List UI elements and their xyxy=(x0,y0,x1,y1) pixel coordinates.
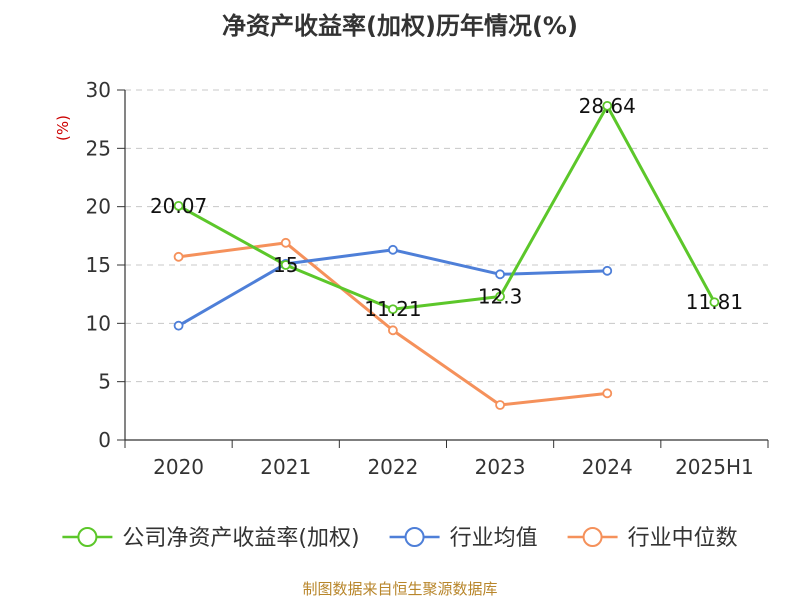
legend-label: 行业均值 xyxy=(450,526,538,551)
data-point xyxy=(173,251,184,262)
data-label: 20.07 xyxy=(150,194,207,218)
data-point xyxy=(280,260,291,270)
x-tick-label: 2024 xyxy=(582,455,633,479)
y-tick-label: 30 xyxy=(86,78,111,102)
data-source-note: 制图数据来自恒生聚源数据库 xyxy=(302,580,498,598)
series-lines xyxy=(173,100,720,410)
legend-label: 行业中位数 xyxy=(628,526,738,551)
data-point xyxy=(495,400,505,410)
data-point xyxy=(173,320,184,331)
data-point xyxy=(602,265,613,276)
data-label: 11.21 xyxy=(364,297,421,321)
legend-marker-icon xyxy=(582,527,603,547)
axes: 0 5 10 15 20 25 30 (%) 2020 2021 2022 2023 2024 2025H… xyxy=(54,78,769,479)
data-point xyxy=(495,291,505,302)
y-tick-label: 15 xyxy=(86,253,111,277)
x-tick-label: 2023 xyxy=(475,455,526,479)
data-point xyxy=(495,269,505,280)
legend-marker-icon xyxy=(77,527,98,547)
data-label: 12.3 xyxy=(478,285,523,309)
y-tick-label: 10 xyxy=(86,311,111,335)
series-line xyxy=(177,104,716,311)
data-point xyxy=(280,237,291,248)
y-tick-label: 20 xyxy=(86,195,111,219)
x-tick-label: 2020 xyxy=(153,455,204,479)
data-point xyxy=(173,200,184,211)
series-line xyxy=(178,241,608,407)
data-point xyxy=(602,100,613,111)
y-tick-label: 5 xyxy=(98,370,111,394)
grid-lines xyxy=(125,89,768,383)
legend: 公司净资产收益率(加权) 行业均值 行业中位数 xyxy=(62,526,738,551)
x-tick-label: 2022 xyxy=(367,455,418,479)
chart-title: 净资产收益率(加权)历年情况(%) xyxy=(222,12,578,40)
legend-label: 公司净资产收益率(加权) xyxy=(122,526,359,551)
data-label: 11.81 xyxy=(686,290,743,314)
data-point xyxy=(388,325,398,336)
data-label: 28.64 xyxy=(579,94,636,118)
data-point xyxy=(602,388,613,399)
y-tick-label: 25 xyxy=(86,136,111,160)
y-tick-label: 0 xyxy=(98,428,111,452)
x-tick-label: 2021 xyxy=(260,455,311,479)
legend-marker-icon xyxy=(404,527,425,547)
data-point xyxy=(709,297,720,308)
data-labels: 20.07 15 11.21 12.3 28.64 11.81 xyxy=(150,94,743,321)
data-label: 15 xyxy=(273,253,298,277)
data-point xyxy=(388,304,398,315)
data-point xyxy=(388,244,398,255)
y-axis-unit: (%) xyxy=(54,115,72,141)
x-tick-label: 2025H1 xyxy=(675,455,754,479)
